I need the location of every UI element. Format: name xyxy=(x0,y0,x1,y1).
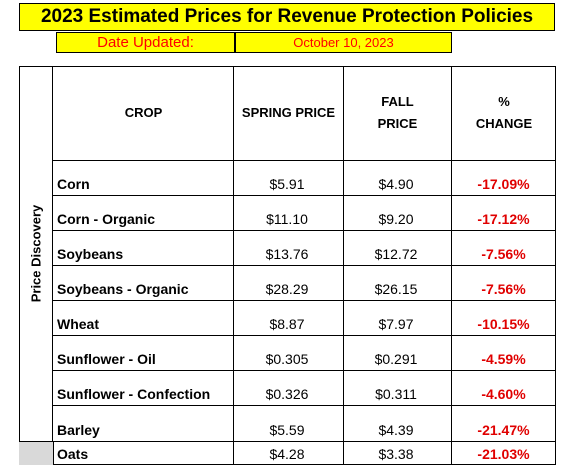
header-crop: CROP xyxy=(124,105,163,120)
crop-name: Soybeans - Organic xyxy=(57,281,189,297)
header-fall-line1: FALL xyxy=(381,94,414,109)
spring-price: $28.29 xyxy=(265,281,309,297)
crop-name: Oats xyxy=(57,445,89,462)
date-updated-value: October 10, 2023 xyxy=(235,32,452,53)
spring-price: $8.87 xyxy=(269,316,305,332)
table-row: Sunflower - Oil $0.305 $0.291 -4.59% xyxy=(53,335,556,370)
column-divider xyxy=(451,441,452,465)
table-row: Sunflower - Confection $0.326 $0.311 -4.… xyxy=(53,370,556,405)
crop-name: Corn xyxy=(57,176,90,192)
spring-price: $0.305 xyxy=(265,351,309,367)
table-row: Oats $4.28 $3.38 -21.03% xyxy=(19,441,556,465)
header-spring-price: SPRING PRICE xyxy=(241,105,336,120)
table-row: Soybeans $13.76 $12.72 -7.56% xyxy=(53,230,556,265)
crop-name: Wheat xyxy=(57,316,99,332)
column-divider xyxy=(233,441,234,465)
header-fall-price: FALL PRICE xyxy=(344,66,451,160)
fall-price: $4.90 xyxy=(378,176,414,192)
column-divider xyxy=(343,66,344,441)
price-discovery-label: Price Discovery xyxy=(19,66,53,441)
percent-change: -21.03% xyxy=(477,445,530,462)
column-divider xyxy=(451,66,452,441)
date-updated-label: Date Updated: xyxy=(56,32,235,53)
spring-price: $0.326 xyxy=(265,386,309,402)
gray-cell xyxy=(19,442,53,465)
header-fall-line2: PRICE xyxy=(377,116,418,131)
header-percent-change: % CHANGE xyxy=(452,66,556,160)
crop-name: Sunflower - Oil xyxy=(57,351,156,367)
table-row: Wheat $8.87 $7.97 -10.15% xyxy=(53,300,556,335)
percent-change: -7.56% xyxy=(481,281,526,297)
price-discovery-text: Price Discovery xyxy=(28,204,44,303)
column-divider xyxy=(343,441,344,465)
percent-change: -4.59% xyxy=(481,351,526,367)
page-title: 2023 Estimated Prices for Revenue Protec… xyxy=(19,3,555,31)
spring-price: $4.28 xyxy=(269,445,305,462)
percent-change: -4.60% xyxy=(481,386,526,402)
percent-change: -17.12% xyxy=(477,211,530,227)
spring-price: $11.10 xyxy=(266,211,308,227)
table-row: Corn - Organic $11.10 $9.20 -17.12% xyxy=(53,195,556,230)
fall-price: $9.20 xyxy=(378,211,414,227)
fall-price: $0.311 xyxy=(375,386,417,402)
table-row: Corn $5.91 $4.90 -17.09% xyxy=(53,160,556,195)
percent-change: -21.47% xyxy=(477,422,530,438)
percent-change: -7.56% xyxy=(481,246,526,262)
spring-price: $5.91 xyxy=(269,176,305,192)
percent-change: -10.15% xyxy=(477,316,530,332)
fall-price: $4.39 xyxy=(378,422,414,438)
percent-change: -17.09% xyxy=(477,176,530,192)
crop-name: Sunflower - Confection xyxy=(57,386,211,402)
header-change-line1: % xyxy=(498,94,510,109)
fall-price: $0.291 xyxy=(374,351,418,367)
header-change-line2: CHANGE xyxy=(475,116,533,131)
fall-price: $7.97 xyxy=(378,316,414,332)
crop-name: Corn - Organic xyxy=(57,211,156,227)
spring-price: $5.59 xyxy=(269,422,305,438)
crop-name: Barley xyxy=(57,422,100,438)
table-row: Barley $5.59 $4.39 -21.47% xyxy=(53,405,556,441)
fall-price: $3.38 xyxy=(378,445,414,462)
column-divider xyxy=(53,441,54,465)
table-row: Soybeans - Organic $28.29 $26.15 -7.56% xyxy=(53,265,556,300)
spring-price: $13.76 xyxy=(265,246,309,262)
column-divider xyxy=(233,66,234,441)
crop-name: Soybeans xyxy=(57,246,124,262)
fall-price: $12.72 xyxy=(374,246,418,262)
fall-price: $26.15 xyxy=(374,281,418,297)
